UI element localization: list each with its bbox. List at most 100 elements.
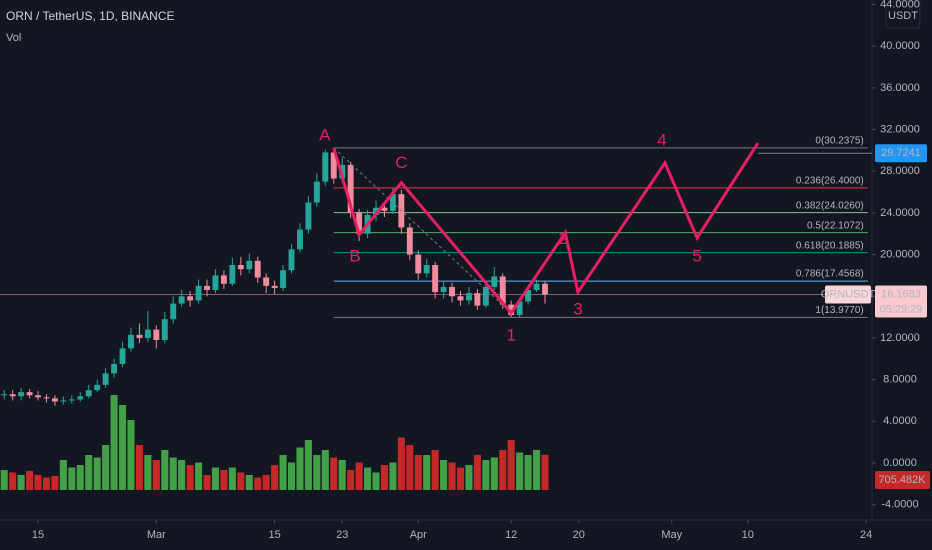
candle-body [482, 286, 489, 306]
candle-body [254, 260, 261, 278]
volume-bar [321, 450, 329, 490]
candle-body [440, 286, 447, 293]
volume-bar [237, 472, 245, 490]
wave-label: A [319, 125, 331, 144]
candle-body [26, 392, 33, 396]
x-tick-label: Mar [147, 529, 166, 541]
y-tick-label: 36.0000 [880, 82, 920, 94]
y-tick-label: 24.0000 [880, 207, 920, 219]
volume-bar [110, 395, 118, 490]
volume-bar [152, 460, 160, 490]
volume-bar [482, 460, 490, 490]
volume-bar [397, 437, 405, 490]
volume-bar [279, 455, 287, 490]
volume-bar [330, 457, 338, 490]
candle-body [373, 207, 379, 215]
volume-bar [102, 445, 110, 490]
candle-body [220, 275, 227, 284]
fib-label: 0.786(17.4568) [796, 269, 864, 280]
candle-body [161, 319, 168, 341]
candle-body [288, 249, 295, 271]
y-tick-label: 4.0000 [883, 415, 917, 427]
candle-body [263, 277, 270, 286]
x-tick-label: 24 [860, 529, 872, 541]
volume-bar [254, 477, 262, 490]
unit-box[interactable] [885, 1, 921, 29]
y-tick-label: -4.0000 [881, 499, 918, 511]
volume-bar [127, 420, 135, 490]
volume-bar [473, 455, 481, 490]
y-tick-label: 44.0000 [880, 0, 920, 10]
x-tick-label: 15 [32, 529, 44, 541]
candle-body [1, 394, 8, 396]
fib-label: 1(13.9770) [815, 305, 863, 316]
volume-bar [169, 457, 177, 490]
candle-body [51, 398, 58, 402]
volume-bar [380, 465, 389, 490]
volume-bar [34, 475, 42, 490]
volume-indicator-label: Vol [6, 32, 21, 44]
fib-label: 0.5(22.1072) [807, 220, 864, 231]
candle-body [491, 276, 498, 287]
y-tick-label: 8.0000 [883, 374, 917, 386]
volume-bar [93, 457, 101, 490]
volume-bar [533, 450, 541, 490]
candle-body [94, 384, 101, 391]
candle-body [153, 329, 160, 341]
axis-unit: USDT [888, 10, 918, 22]
candle-body [102, 373, 109, 385]
candle-body [119, 348, 126, 364]
wave-label: 2 [559, 229, 568, 248]
volume-bar [440, 460, 448, 490]
candle-body [237, 265, 244, 270]
candle-body [18, 392, 25, 397]
volume-bar [423, 455, 431, 490]
wave-label: 4 [657, 130, 666, 149]
volume-bar [338, 460, 346, 490]
volume-bar [195, 462, 203, 490]
volume-bar [85, 455, 93, 490]
candle-body [187, 296, 194, 301]
volume-bar [220, 470, 228, 490]
volume-bar [68, 467, 76, 490]
wave-label: 3 [573, 300, 582, 319]
volume-bar [448, 462, 456, 490]
volume-bar [211, 467, 220, 490]
volume-bar [431, 450, 439, 490]
candle-body [9, 394, 16, 397]
fib-label: 0.618(20.1885) [796, 240, 864, 251]
candle-body [457, 296, 464, 301]
volume-bar [178, 460, 186, 490]
volume-bar [389, 462, 397, 490]
wave-label: 5 [692, 246, 701, 265]
volume-bar [262, 475, 270, 490]
candle-body [406, 227, 413, 255]
volume-bar [406, 445, 414, 490]
fib-label: 0.236(26.4000) [796, 176, 864, 187]
volume-bar [135, 445, 143, 490]
volume-bar [186, 465, 194, 490]
candle-body [542, 283, 548, 295]
wave-label: B [349, 246, 360, 265]
x-tick-label: 23 [336, 529, 348, 541]
x-tick-label: 12 [505, 529, 517, 541]
candle-body [128, 334, 134, 349]
candle-body [170, 303, 177, 320]
x-tick-label: May [661, 529, 682, 541]
y-tick-label: 32.0000 [880, 123, 920, 135]
elliott-wave [332, 142, 760, 316]
x-tick-label: 20 [573, 529, 585, 541]
candle-body [35, 395, 41, 398]
candle-body [423, 265, 430, 274]
x-tick-label: 15 [268, 529, 280, 541]
x-tick-label: 10 [742, 529, 754, 541]
symbol-tag-label: ORNUSDT [821, 288, 876, 300]
volume-bar [372, 472, 380, 490]
volume-bar [465, 465, 473, 490]
candle-body [85, 390, 92, 397]
volume-bar [541, 454, 549, 490]
fib-label: 0.382(24.0260) [796, 200, 864, 211]
volume-bar [144, 455, 152, 490]
volume-bar [296, 447, 304, 490]
volume-tag [875, 470, 930, 489]
